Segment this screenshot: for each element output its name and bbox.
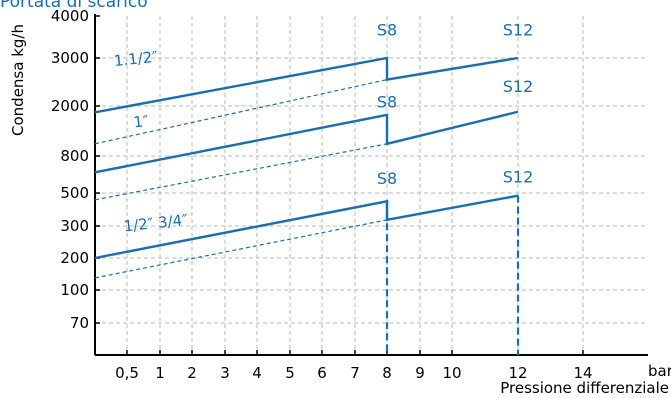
x-tick-label: 5 [285, 364, 295, 382]
x-tick-label: 14 [573, 364, 592, 382]
series-line [94, 110, 519, 174]
vertical-markers [385, 195, 520, 355]
series-name-label: 1″ [133, 112, 150, 132]
y-axis-label: Condensa kg/h [9, 24, 27, 136]
x-tick-label: 12 [508, 364, 527, 382]
reference-lines [94, 78, 388, 279]
x-unit-label: bar [648, 362, 671, 380]
y-tick-label: 2000 [51, 97, 89, 115]
series-line [94, 56, 519, 114]
annotation-label: S8 [377, 20, 397, 39]
y-tick-label: 3000 [51, 49, 89, 67]
x-tick-label: 7 [350, 364, 360, 382]
grid-lines [95, 16, 648, 355]
y-tick-label: 100 [60, 281, 89, 299]
annotation-label: S8 [377, 169, 397, 188]
annotation-label: S12 [503, 168, 534, 187]
x-tick-label: 0,5 [115, 364, 139, 382]
y-tick-label: 500 [60, 184, 89, 202]
series-name-label: 1.1/2″ [113, 48, 159, 71]
y-tick-label: 200 [60, 249, 89, 267]
chart-title: Portata di scarico [0, 0, 148, 12]
y-tick-label: 300 [60, 217, 89, 235]
tick-labels: 0,5 1 2 3 4 5 6 7 8 9 10 12 144000300020008005003002… [9, 7, 671, 397]
x-tick-label: 9 [415, 364, 425, 382]
x-tick-label: 1 [155, 364, 165, 382]
x-tick-label: 8 [382, 364, 392, 382]
x-tick-label: 10 [442, 364, 461, 382]
series-name-label: 1/2″ 3/4″ [123, 211, 189, 236]
series-line [94, 194, 519, 260]
y-tick-label: 70 [70, 314, 89, 332]
annotation-label: S12 [503, 77, 534, 96]
annotation-label: S12 [503, 20, 534, 39]
axes [94, 14, 648, 356]
series-lines [94, 56, 519, 260]
y-tick-label: 800 [60, 147, 89, 165]
x-tick-label: 3 [220, 364, 230, 382]
x-tick-label: 6 [317, 364, 327, 382]
reference-line [94, 143, 388, 201]
x-tick-label: 4 [252, 364, 262, 382]
y-tick-label: 4000 [51, 7, 89, 25]
x-tick-label: 2 [187, 364, 197, 382]
annotation-label: S8 [377, 92, 397, 111]
x-axis-label: Pressione differenziale [500, 379, 669, 397]
reference-line [94, 219, 388, 279]
reference-line [94, 78, 388, 145]
